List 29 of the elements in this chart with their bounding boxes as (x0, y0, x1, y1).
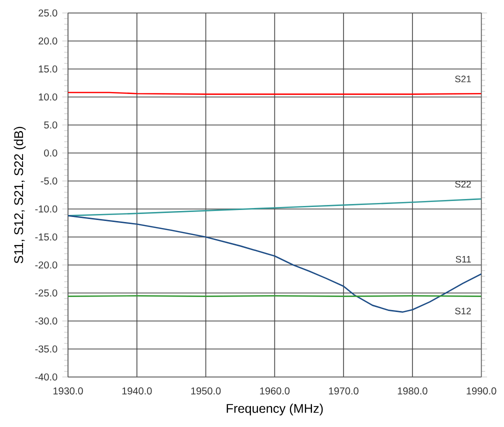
y-tick-label: 25.0 (38, 9, 58, 17)
series-label: S12 (455, 308, 471, 314)
y-tick-label: -15.0 (35, 233, 58, 241)
y-tick-label: 20.0 (38, 37, 58, 45)
line-series (68, 198, 482, 216)
y-tick-label: -20.0 (35, 261, 58, 269)
x-tick-label: 1950.0 (191, 387, 221, 394)
series-label: S11 (456, 256, 471, 263)
y-tick-label: 15.0 (38, 65, 58, 73)
y-tick-label: -10.0 (35, 205, 58, 213)
y-tick-label: 10.0 (38, 93, 58, 101)
y-tick-label: -5.0 (40, 177, 58, 185)
y-tick-label: -40.0 (35, 373, 58, 381)
y-tick-label: 0.0 (44, 149, 58, 157)
y-tick-label: -35.0 (35, 345, 58, 353)
line-series (68, 215, 482, 313)
series-label: S22 (455, 180, 471, 188)
x-tick-label: 1990.0 (466, 387, 496, 394)
x-tick-label: 1940.0 (122, 387, 152, 394)
x-tick-label: 1980.0 (398, 387, 428, 394)
x-tick-label: 1930.0 (53, 387, 83, 394)
series-label: S21 (455, 76, 471, 82)
x-axis-title: Frequency (MHz) (226, 404, 323, 416)
y-axis-title: S11, S12, S21, S22 (dB) (14, 126, 26, 264)
y-tick-label: -25.0 (35, 289, 58, 297)
y-tick-label: -30.0 (35, 317, 58, 325)
x-tick-label: 1960.0 (260, 387, 290, 394)
x-tick-label: 1970.0 (329, 387, 358, 394)
y-tick-label: 5.0 (44, 121, 58, 129)
